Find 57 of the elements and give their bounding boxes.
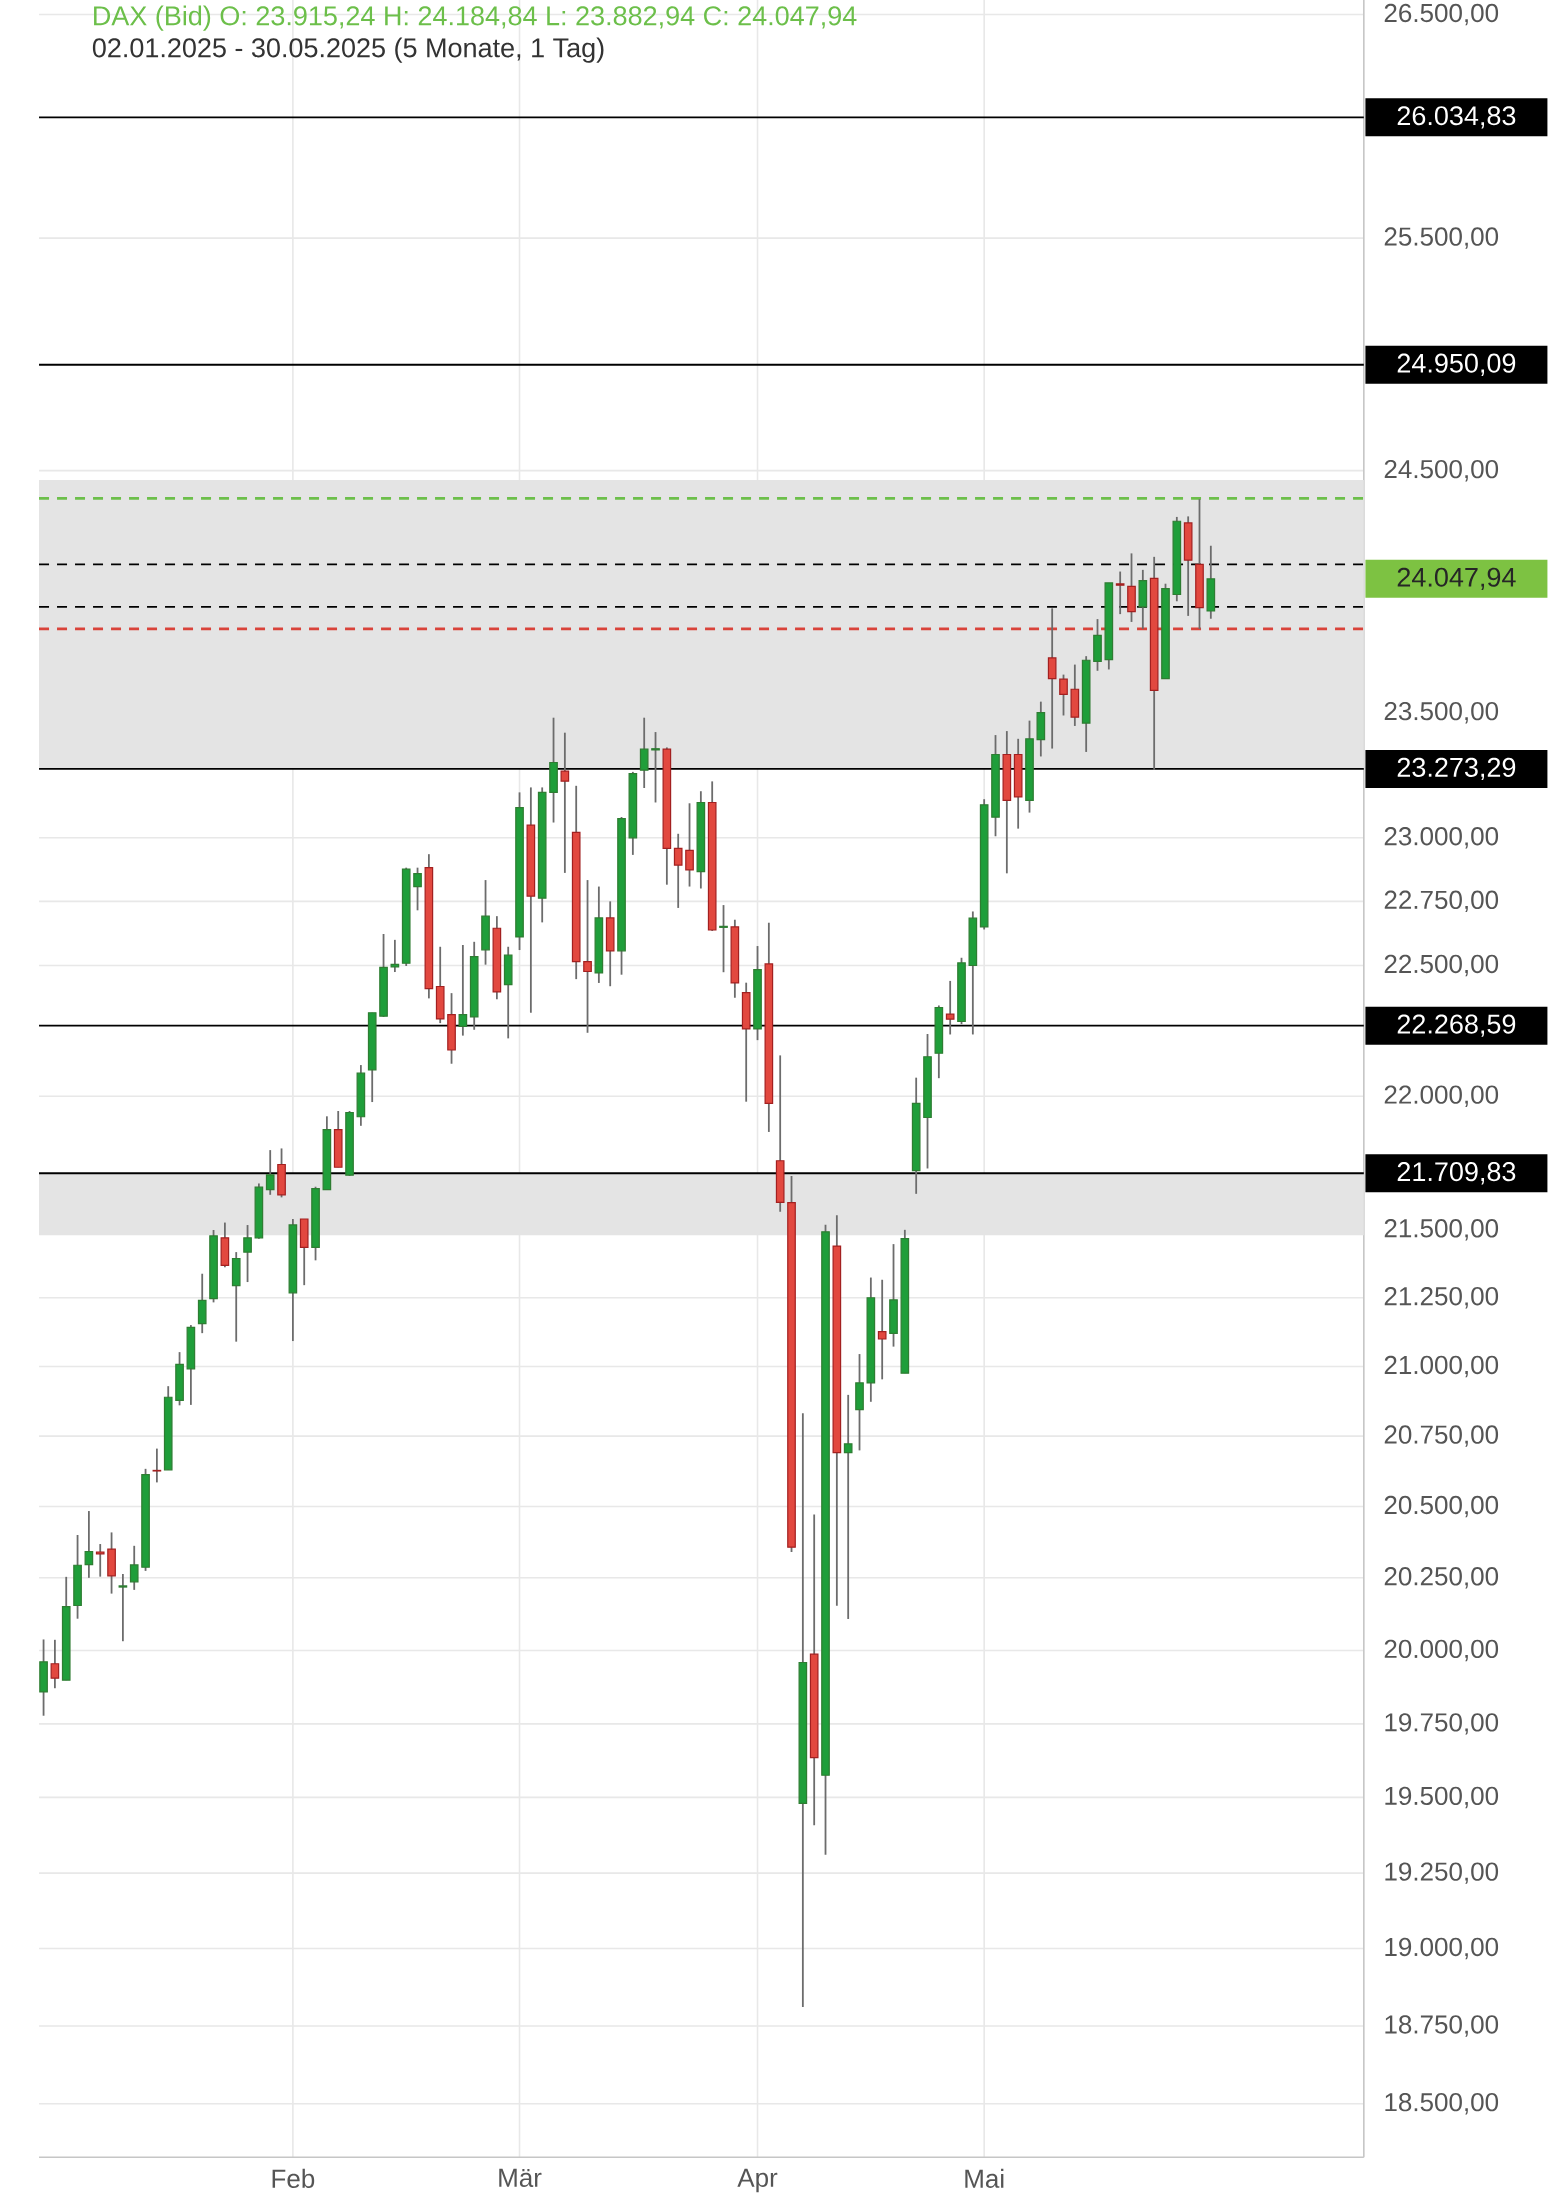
y-tick-label: 22.500,00 [1384, 954, 1498, 977]
candlestick [390, 938, 400, 973]
candlestick [673, 832, 683, 909]
candlestick [685, 802, 694, 888]
candlestick [843, 1393, 853, 1620]
y-tick-label: 21.250,00 [1384, 1287, 1498, 1309]
candlestick [118, 1573, 128, 1643]
ref-line-label: 23.273,29 [1397, 757, 1516, 781]
candlestick [945, 980, 955, 1036]
y-tick-label: 22.750,00 [1384, 890, 1498, 913]
x-tick-label: Apr [737, 2168, 778, 2193]
candlestick [84, 1510, 94, 1579]
y-tick-label: 23.500,00 [1384, 701, 1498, 724]
y-tick-label: 18.750,00 [1385, 2015, 1498, 2037]
y-tick-label: 19.000,00 [1385, 1937, 1498, 1960]
candlestick [560, 731, 570, 874]
candlestick [583, 879, 592, 1034]
y-tick-label: 19.750,00 [1385, 1713, 1498, 1735]
y-tick-label: 23.000,00 [1384, 827, 1498, 849]
candlestick [651, 731, 660, 804]
candlestick [413, 866, 422, 912]
candlestick [50, 1638, 60, 1690]
y-tick-label: 26.500,00 [1384, 3, 1498, 26]
candlestick [129, 1544, 139, 1591]
y-tick-label: 19.250,00 [1385, 1862, 1498, 1884]
candlestick [95, 1543, 105, 1578]
y-tick-label: 19.500,00 [1385, 1786, 1498, 1809]
y-tick-label: 21.000,00 [1384, 1355, 1498, 1378]
ref-line-label: 24.950,09 [1397, 353, 1516, 376]
x-tick-label: Mär [499, 2168, 542, 2187]
y-tick-label: 24.500,00 [1384, 459, 1498, 482]
chart-title: DAX (Bid) O: 23.915,24 H: 24.184,84 L: 23.882,94 C: 24.047,94 [93, 5, 857, 31]
text: 02.01.2025 - 30.05.2025 (5 Monate, 1 Tag) [92, 37, 604, 63]
y-tick-label: 25.500,00 [1384, 227, 1498, 249]
candlestick [639, 716, 649, 789]
candlestick [1115, 570, 1125, 616]
y-tick-label: 20.250,00 [1384, 1567, 1498, 1589]
candlestick [877, 1278, 887, 1381]
y-tick-label: 20.000,00 [1384, 1639, 1498, 1662]
x-tick-label: Feb [272, 2168, 315, 2188]
ref-line-label: 21.709,83 [1397, 1162, 1516, 1185]
y-tick-label: 22.000,00 [1384, 1085, 1498, 1107]
y-tick-label: 20.500,00 [1384, 1495, 1498, 1518]
candlestick [197, 1272, 207, 1335]
y-tick-label: 21.500,00 [1384, 1219, 1498, 1241]
candlestick [1059, 673, 1068, 717]
candlestick [152, 1447, 162, 1484]
candlestick [458, 944, 468, 1037]
y-tick-label: 18.500,00 [1385, 2092, 1498, 2115]
candlestick [243, 1224, 252, 1283]
x-tick-label: Mai [965, 2168, 1004, 2188]
text: 24.047,94 [1397, 567, 1516, 590]
ref-line-label: 22.268,59 [1397, 1014, 1516, 1037]
y-tick-label: 20.750,00 [1384, 1425, 1498, 1447]
ref-line-label: 26.034,83 [1397, 106, 1516, 129]
candlestick [265, 1149, 275, 1196]
candlestick [719, 904, 728, 974]
